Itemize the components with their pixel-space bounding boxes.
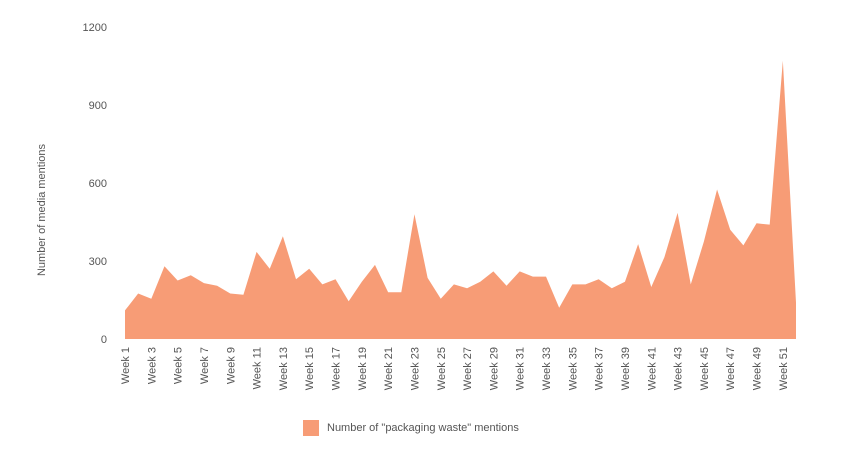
x-tick-label: Week 13 — [278, 347, 290, 390]
x-tick-label: Week 5 — [173, 347, 185, 384]
y-axis-title: Number of media mentions — [36, 143, 48, 276]
x-tick-label: Week 29 — [488, 347, 500, 390]
y-tick-label: 900 — [89, 100, 107, 112]
x-tick-label: Week 41 — [646, 347, 658, 390]
y-axis-ticks: 0 300 600 900 1200 — [83, 22, 107, 346]
x-tick-label: Week 15 — [304, 347, 316, 390]
x-tick-label: Week 1 — [120, 347, 132, 384]
legend-label: Number of "packaging waste" mentions — [327, 422, 519, 434]
x-tick-label: Week 49 — [752, 347, 764, 390]
x-tick-label: Week 47 — [725, 347, 737, 390]
x-tick-label: Week 31 — [515, 347, 527, 390]
x-tick-label: Week 39 — [620, 347, 632, 390]
x-tick-label: Week 19 — [357, 347, 369, 390]
area-series-packaging-waste — [125, 60, 796, 340]
x-tick-label: Week 43 — [673, 347, 685, 390]
x-axis-ticks: Week 1 Week 3 Week 5 Week 7 Week 9 Week 11 Wee… — [120, 347, 790, 390]
x-tick-label: Week 11 — [252, 347, 264, 389]
x-tick-label: Week 7 — [199, 347, 211, 384]
x-tick-label: Week 35 — [567, 347, 579, 390]
y-tick-label: 300 — [89, 256, 107, 268]
x-tick-label: Week 27 — [462, 347, 474, 390]
x-tick-label: Week 3 — [146, 347, 158, 384]
x-tick-label: Week 23 — [409, 347, 421, 390]
legend-swatch — [303, 420, 319, 436]
x-tick-label: Week 33 — [541, 347, 553, 390]
legend: Number of "packaging waste" mentions — [303, 420, 519, 436]
y-tick-label: 0 — [101, 334, 107, 346]
x-tick-label: Week 21 — [383, 347, 395, 390]
x-tick-label: Week 45 — [699, 347, 711, 390]
x-tick-label: Week 25 — [436, 347, 448, 390]
x-tick-label: Week 51 — [778, 347, 790, 390]
x-tick-label: Week 17 — [331, 347, 343, 390]
y-tick-label: 1200 — [83, 22, 107, 34]
x-tick-label: Week 37 — [594, 347, 606, 390]
y-tick-label: 600 — [89, 178, 107, 190]
x-tick-label: Week 9 — [225, 347, 237, 384]
